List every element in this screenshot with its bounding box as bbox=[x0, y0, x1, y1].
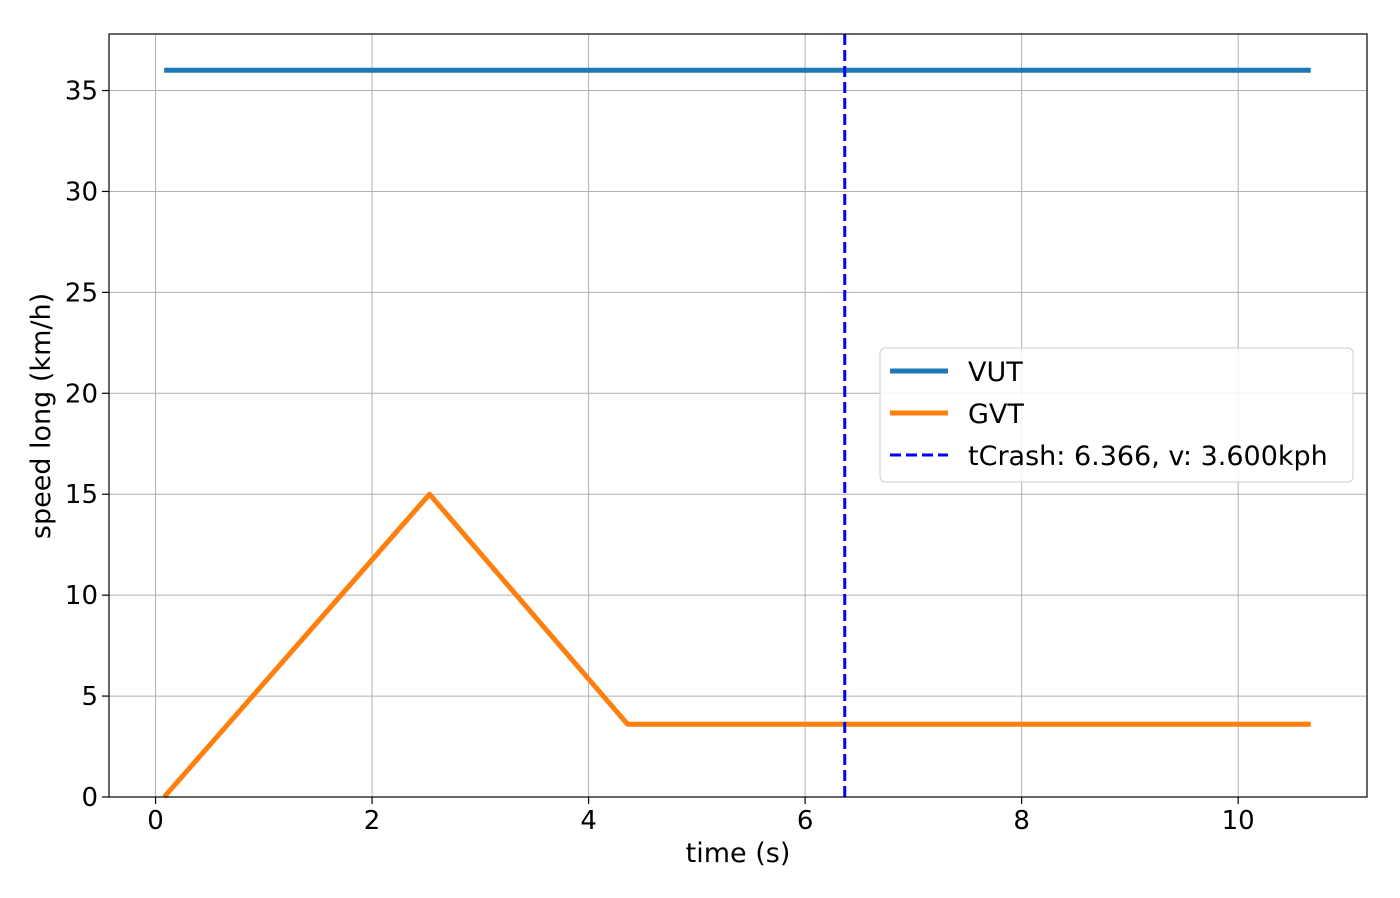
x-tick-label: 2 bbox=[364, 806, 381, 836]
x-tick-label: 8 bbox=[1013, 806, 1030, 836]
plot-lines bbox=[162, 34, 1311, 799]
y-tick-label: 25 bbox=[65, 278, 98, 308]
legend-label: tCrash: 6.366, v: 3.600kph bbox=[968, 441, 1328, 472]
x-tick-label: 0 bbox=[147, 806, 164, 836]
y-tick-label: 10 bbox=[65, 581, 98, 611]
x-tick-label: 10 bbox=[1222, 806, 1255, 836]
plot-frame bbox=[108, 33, 1368, 798]
legend-label: GVT bbox=[968, 399, 1024, 430]
y-axis-label: speed long (km/h) bbox=[26, 293, 57, 539]
y-tick-label: 20 bbox=[65, 379, 98, 409]
x-tick-label: 6 bbox=[797, 806, 814, 836]
series-line-gvt bbox=[162, 491, 1311, 799]
x-tick-label: 4 bbox=[580, 806, 597, 836]
y-tick-label: 15 bbox=[65, 480, 98, 510]
legend: VUT GVT tCrash: 6.366, v: 3.600kph bbox=[879, 347, 1354, 483]
axis-ticks: 0 2 4 6 8 10 0 5 10 15 20 25 30 35 bbox=[65, 77, 1255, 836]
legend-box bbox=[879, 347, 1354, 483]
legend-label: VUT bbox=[968, 357, 1023, 388]
x-axis-label: time (s) bbox=[686, 838, 791, 869]
y-tick-label: 30 bbox=[65, 177, 98, 207]
y-tick-label: 5 bbox=[81, 682, 98, 712]
y-tick-label: 35 bbox=[65, 77, 98, 107]
y-tick-label: 0 bbox=[81, 783, 98, 813]
